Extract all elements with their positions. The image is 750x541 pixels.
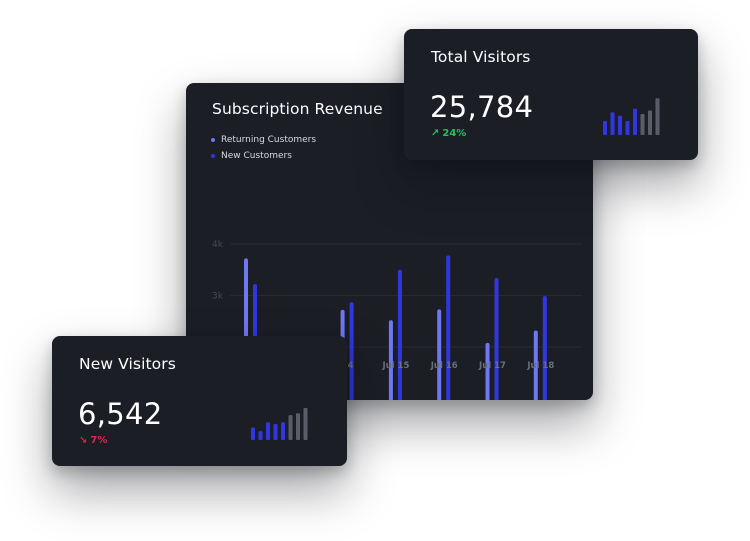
spark-bar [633, 108, 637, 135]
legend-label-new: New Customers [221, 151, 292, 161]
legend-dot-new [211, 154, 215, 158]
bar-returning [388, 320, 393, 400]
new-visitors-card: New Visitors 6,542 ↘ 7% [52, 336, 347, 466]
y-tick-label: 3k [212, 292, 224, 302]
spark-bar [288, 415, 293, 440]
spark-bar [603, 121, 607, 135]
spark-bar [610, 112, 615, 135]
new-visitors-delta: ↘ 7% [79, 435, 107, 446]
total-visitors-delta: ↗ 24% [431, 128, 466, 139]
bar-new [494, 277, 499, 400]
spark-bar [640, 114, 645, 135]
spark-bar [273, 423, 278, 440]
bar-returning [485, 342, 490, 400]
new-visitors-title: New Visitors [79, 355, 176, 373]
bar-new [397, 269, 402, 400]
total-visitors-card: Total Visitors 25,784 ↗ 24% [404, 29, 698, 160]
arrow-down-right-icon: ↘ [79, 435, 88, 446]
x-tick-label: Jul 16 [430, 361, 458, 371]
new-visitors-delta-value: 7% [90, 435, 108, 446]
arrow-up-right-icon: ↗ [431, 128, 440, 139]
spark-bar [618, 115, 622, 135]
new-visitors-value: 6,542 [78, 397, 163, 431]
legend-label-returning: Returning Customers [221, 135, 317, 145]
new-visitors-sparkline [251, 407, 308, 440]
total-visitors-title: Total Visitors [431, 48, 531, 66]
total-visitors-value: 25,784 [430, 90, 534, 124]
spark-bar [296, 413, 300, 440]
bar-new [349, 302, 354, 400]
x-tick-label: Jul 18 [526, 361, 554, 371]
total-visitors-sparkline [603, 98, 660, 135]
revenue-card-title: Subscription Revenue [212, 100, 383, 118]
spark-bar [625, 121, 630, 135]
legend-dot-returning [211, 138, 215, 142]
bar-new [542, 296, 547, 400]
spark-bar [648, 110, 652, 135]
spark-bar [266, 422, 270, 440]
bar-new [446, 255, 451, 400]
legend-item-new: New Customers [211, 148, 316, 164]
spark-bar [281, 422, 285, 440]
spark-bar [303, 407, 308, 440]
y-tick-label: 4k [212, 240, 224, 250]
revenue-legend: Returning Customers New Customers [211, 132, 316, 164]
x-tick-label: Jul 15 [381, 361, 409, 371]
total-visitors-delta-value: 24% [442, 128, 467, 139]
x-tick-label: Jul 17 [478, 361, 506, 371]
spark-bar [258, 431, 263, 440]
legend-item-returning: Returning Customers [211, 132, 316, 148]
spark-bar [251, 427, 255, 440]
spark-bar [655, 98, 660, 135]
bar-returning [533, 330, 538, 400]
bar-returning [437, 309, 442, 400]
x-tick-label: 14 [342, 361, 354, 371]
